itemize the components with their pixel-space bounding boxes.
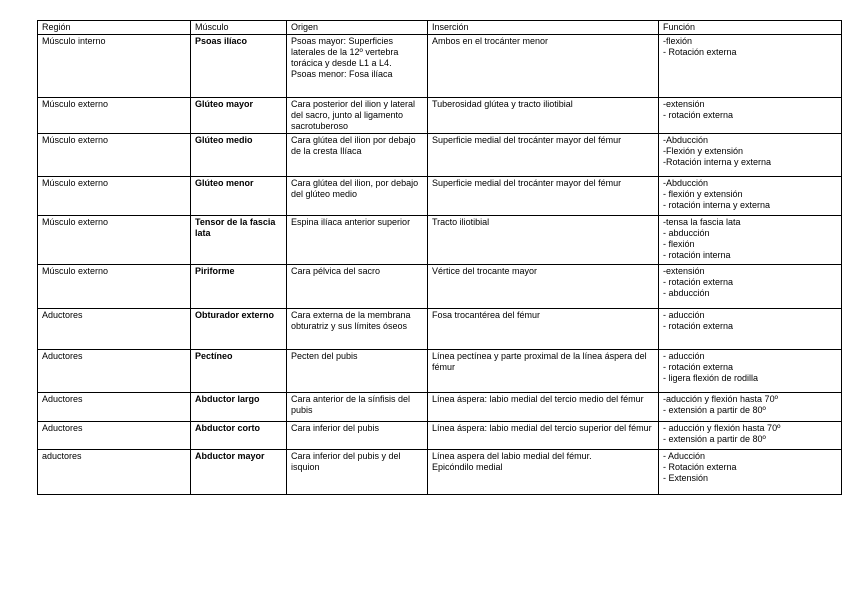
cell-origen: Espina ilíaca anterior superior: [286, 215, 428, 265]
cell-region: Músculo externo: [37, 215, 191, 265]
cell-origen: Cara inferior del pubis y del isquion: [286, 449, 428, 495]
cell-origen: Pecten del pubis: [286, 349, 428, 393]
cell-musculo: Glúteo mayor: [190, 97, 287, 134]
cell-insercion: Superficie medial del trocánter mayor de…: [427, 176, 659, 216]
table-row: Músculo externo Glúteo mayor Cara poster…: [37, 97, 842, 134]
column-header-musculo: Músculo: [190, 20, 287, 35]
cell-region: Músculo externo: [37, 264, 191, 309]
table-row: Músculo externo Glúteo menor Cara glútea…: [37, 176, 842, 216]
cell-musculo: Abductor largo: [190, 392, 287, 422]
cell-insercion: Línea áspera: labio medial del tercio su…: [427, 421, 659, 450]
cell-insercion: Línea aspera del labio medial del fémur.…: [427, 449, 659, 495]
cell-origen: Cara glútea del ilion por debajo de la c…: [286, 133, 428, 177]
table-header-row: Región Músculo Origen Inserción Función: [37, 20, 842, 35]
cell-region: Aductores: [37, 392, 191, 422]
cell-musculo: Abductor corto: [190, 421, 287, 450]
table-row: Aductores Pectíneo Pecten del pubis Líne…: [37, 349, 842, 393]
table-row: Músculo externo Glúteo medio Cara glútea…: [37, 133, 842, 177]
table-row: Músculo externo Tensor de la fascia lata…: [37, 215, 842, 265]
table-row: Aductores Abductor corto Cara inferior d…: [37, 421, 842, 450]
cell-musculo: Glúteo medio: [190, 133, 287, 177]
cell-funcion: -Abducción - flexión y extensión - rotac…: [658, 176, 842, 216]
cell-musculo: Tensor de la fascia lata: [190, 215, 287, 265]
cell-region: Aductores: [37, 308, 191, 350]
cell-region: aductores: [37, 449, 191, 495]
cell-musculo: Pectíneo: [190, 349, 287, 393]
cell-musculo: Glúteo menor: [190, 176, 287, 216]
cell-funcion: -Abducción -Flexión y extensión -Rotació…: [658, 133, 842, 177]
cell-region: Músculo externo: [37, 97, 191, 134]
cell-insercion: Ambos en el trocánter menor: [427, 34, 659, 98]
table-row: Músculo externo Piriforme Cara pélvica d…: [37, 264, 842, 309]
cell-insercion: Línea áspera: labio medial del tercio me…: [427, 392, 659, 422]
cell-insercion: Superficie medial del trocánter mayor de…: [427, 133, 659, 177]
cell-funcion: -flexión - Rotación externa: [658, 34, 842, 98]
cell-funcion: -extensión - rotación externa: [658, 97, 842, 134]
column-header-origen: Origen: [286, 20, 428, 35]
cell-region: Músculo externo: [37, 133, 191, 177]
cell-origen: Psoas mayor: Superficies laterales de la…: [286, 34, 428, 98]
cell-funcion: -aducción y flexión hasta 70º - extensió…: [658, 392, 842, 422]
table-row: Aductores Abductor largo Cara anterior d…: [37, 392, 842, 422]
cell-origen: Cara externa de la membrana obturatriz y…: [286, 308, 428, 350]
cell-origen: Cara glútea del ilion, por debajo del gl…: [286, 176, 428, 216]
cell-insercion: Vértice del trocante mayor: [427, 264, 659, 309]
cell-origen: Cara anterior de la sínfisis del pubis: [286, 392, 428, 422]
cell-musculo: Piriforme: [190, 264, 287, 309]
cell-funcion: -tensa la fascia lata - abducción - flex…: [658, 215, 842, 265]
cell-musculo: Abductor mayor: [190, 449, 287, 495]
cell-musculo: Obturador externo: [190, 308, 287, 350]
cell-insercion: Fosa trocantérea del fémur: [427, 308, 659, 350]
cell-region: Músculo interno: [37, 34, 191, 98]
cell-funcion: - aducción - rotación externa - ligera f…: [658, 349, 842, 393]
column-header-funcion: Función: [658, 20, 842, 35]
cell-origen: Cara pélvica del sacro: [286, 264, 428, 309]
cell-funcion: - aducción - rotación externa: [658, 308, 842, 350]
cell-funcion: - Aducción - Rotación externa - Extensió…: [658, 449, 842, 495]
column-header-insercion: Inserción: [427, 20, 659, 35]
cell-insercion: Tracto iliotibial: [427, 215, 659, 265]
cell-funcion: -extensión - rotación externa - abducció…: [658, 264, 842, 309]
cell-funcion: - aducción y flexión hasta 70º - extensi…: [658, 421, 842, 450]
table-row: Músculo interno Psoas ilíaco Psoas mayor…: [37, 34, 842, 98]
cell-origen: Cara posterior del ilion y lateral del s…: [286, 97, 428, 134]
muscle-anatomy-table: Región Músculo Origen Inserción Función …: [37, 20, 842, 495]
cell-origen: Cara inferior del pubis: [286, 421, 428, 450]
cell-region: Aductores: [37, 349, 191, 393]
cell-insercion: Tuberosidad glútea y tracto iliotibial: [427, 97, 659, 134]
cell-musculo: Psoas ilíaco: [190, 34, 287, 98]
cell-region: Aductores: [37, 421, 191, 450]
table-row: aductores Abductor mayor Cara inferior d…: [37, 449, 842, 495]
column-header-region: Región: [37, 20, 191, 35]
cell-insercion: Línea pectínea y parte proximal de la lí…: [427, 349, 659, 393]
table-row: Aductores Obturador externo Cara externa…: [37, 308, 842, 350]
cell-region: Músculo externo: [37, 176, 191, 216]
